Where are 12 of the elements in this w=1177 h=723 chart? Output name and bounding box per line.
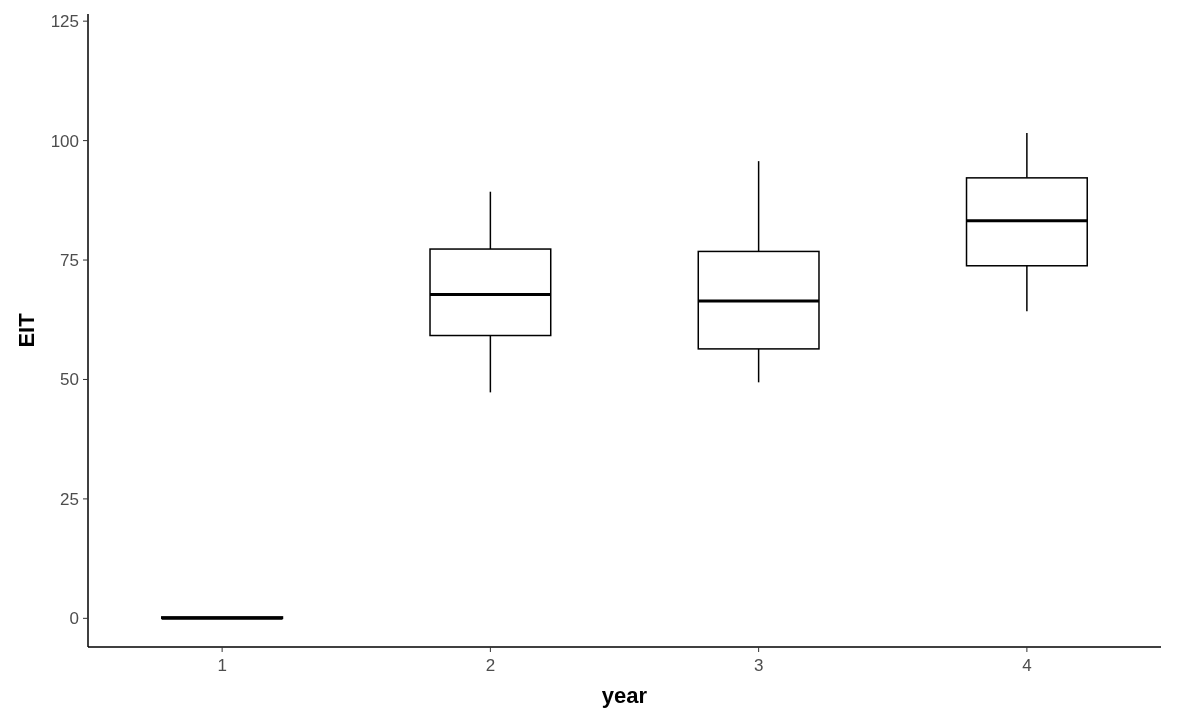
x-tick-label: 1 bbox=[217, 656, 227, 675]
x-axis-title: year bbox=[601, 683, 648, 708]
y-tick-label: 100 bbox=[50, 131, 79, 151]
y-axis-title: EIT bbox=[14, 312, 39, 348]
y-tick-label: 0 bbox=[69, 609, 79, 629]
x-tick-label: 3 bbox=[753, 656, 764, 675]
y-tick-label: 50 bbox=[60, 370, 79, 390]
x-tick-label: 4 bbox=[1022, 656, 1032, 675]
y-tick-label: 25 bbox=[60, 489, 79, 509]
y-tick-label: 125 bbox=[50, 12, 79, 32]
x-tick-label: 2 bbox=[485, 656, 496, 675]
y-tick-label: 75 bbox=[60, 250, 79, 270]
